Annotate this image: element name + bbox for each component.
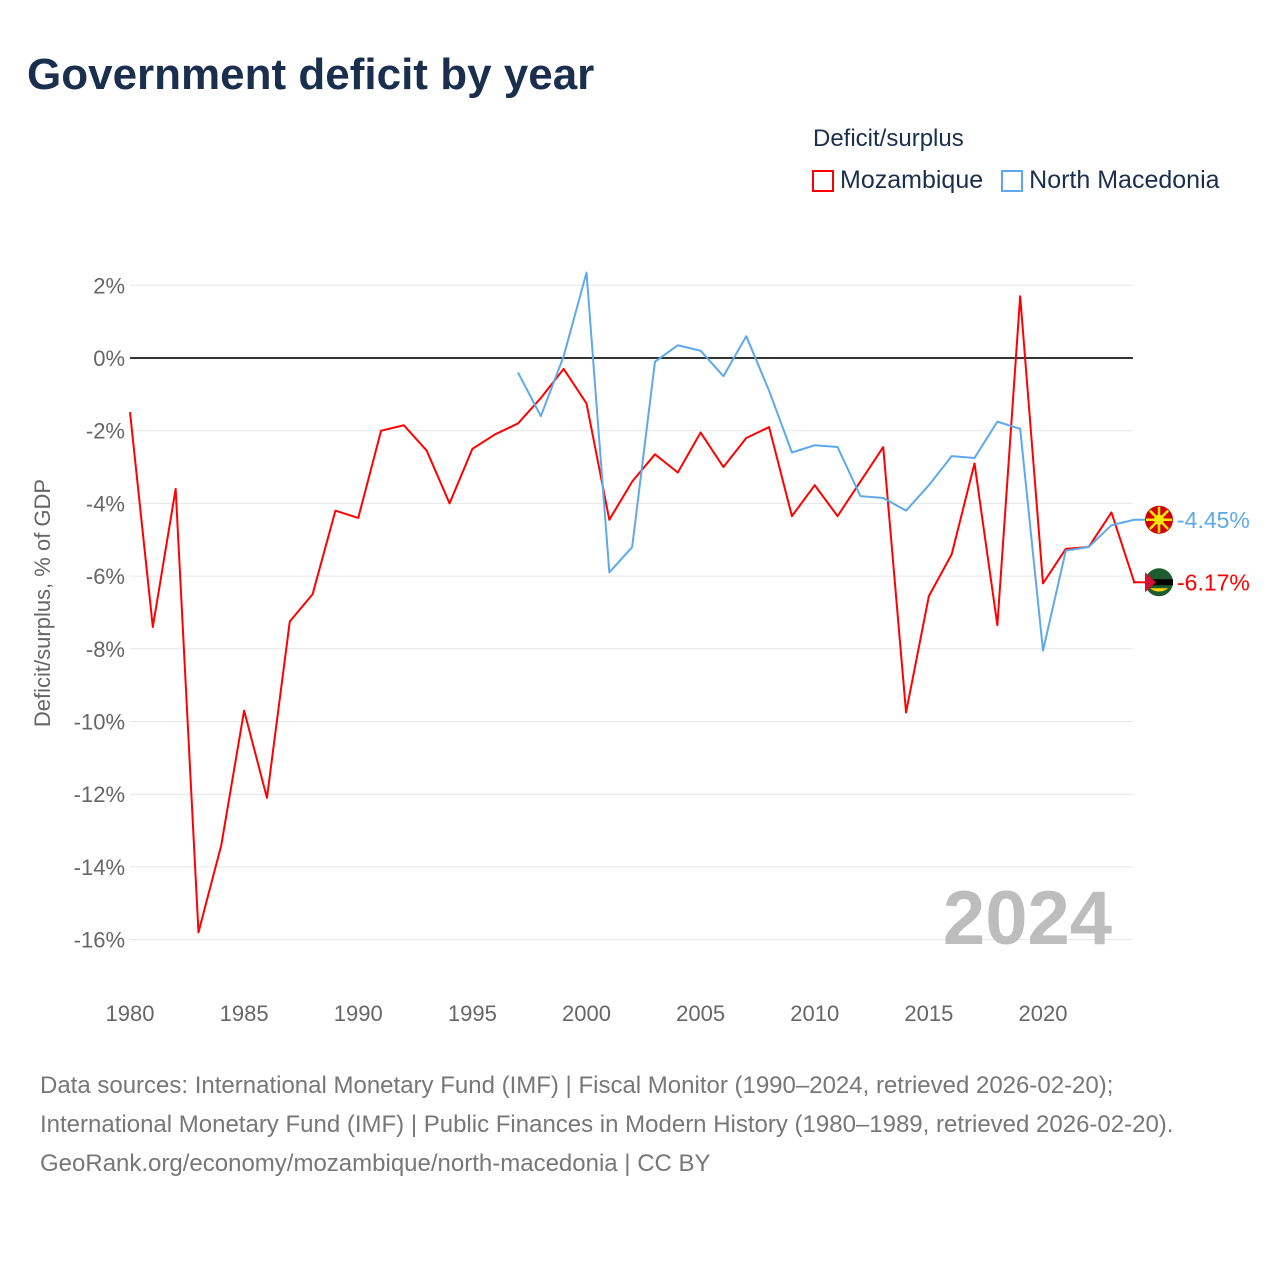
y-tick-label: -12% — [74, 782, 125, 807]
flag-stripe — [1145, 579, 1173, 586]
source-line-1: Data sources: International Monetary Fun… — [40, 1072, 1114, 1099]
flag-ray — [1148, 509, 1160, 521]
end-value-label: -6.17% — [1177, 569, 1250, 595]
sources: Data sources: International Monetary Fun… — [40, 1066, 1240, 1183]
legend-label: North Macedonia — [1029, 166, 1220, 194]
legend: Mozambique North Macedonia — [812, 166, 1220, 195]
y-tick-label: -10% — [74, 710, 125, 735]
legend-item-north-macedonia[interactable]: North Macedonia — [1001, 166, 1220, 195]
flag-stripe — [1150, 588, 1168, 592]
x-tick-label: 2005 — [676, 1001, 725, 1026]
x-tick-label: 2000 — [562, 1001, 611, 1026]
x-tick-label: 1985 — [220, 1001, 269, 1026]
y-tick-label: -6% — [86, 564, 125, 589]
flag-triangle — [1145, 572, 1156, 593]
end-value-label: -4.45% — [1177, 507, 1250, 533]
source-line-2: International Monetary Fund (IMF) | Publ… — [40, 1111, 1174, 1138]
flag-ray — [1158, 518, 1170, 530]
license: | CC BY — [617, 1150, 711, 1177]
x-tick-label: 1980 — [106, 1001, 155, 1026]
legend-swatch-north-macedonia — [1001, 169, 1024, 192]
x-tick-label: 2010 — [790, 1001, 839, 1026]
x-tick-label: 2020 — [1019, 1001, 1068, 1026]
legend-title: Deficit/surplus — [813, 125, 964, 152]
y-tick-label: -16% — [74, 928, 125, 953]
chart-title: Government deficit by year — [27, 50, 595, 99]
y-tick-label: -14% — [74, 855, 125, 880]
series-line-north-macedonia — [517, 271, 1135, 652]
x-tick-label: 1995 — [448, 1001, 497, 1026]
y-axis-label: Deficit/surplus, % of GDP — [30, 479, 55, 727]
y-tick-label: 0% — [93, 346, 125, 371]
y-tick-label: -8% — [86, 637, 125, 662]
y-tick-label: -2% — [86, 419, 125, 444]
flag-ray — [1158, 509, 1170, 521]
legend-item-mozambique[interactable]: Mozambique — [812, 166, 983, 195]
series-line-mozambique — [129, 295, 1136, 934]
year-watermark: 2024 — [943, 876, 1112, 961]
x-tick-label: 1990 — [334, 1001, 383, 1026]
y-tick-label: 2% — [93, 273, 125, 298]
legend-swatch-mozambique — [812, 169, 834, 192]
flag-ray — [1148, 518, 1160, 530]
x-tick-label: 2015 — [904, 1001, 953, 1026]
y-tick-label: -4% — [86, 491, 125, 516]
source-link[interactable]: GeoRank.org/economy/mozambique/north-mac… — [40, 1150, 618, 1177]
legend-label: Mozambique — [840, 166, 984, 194]
